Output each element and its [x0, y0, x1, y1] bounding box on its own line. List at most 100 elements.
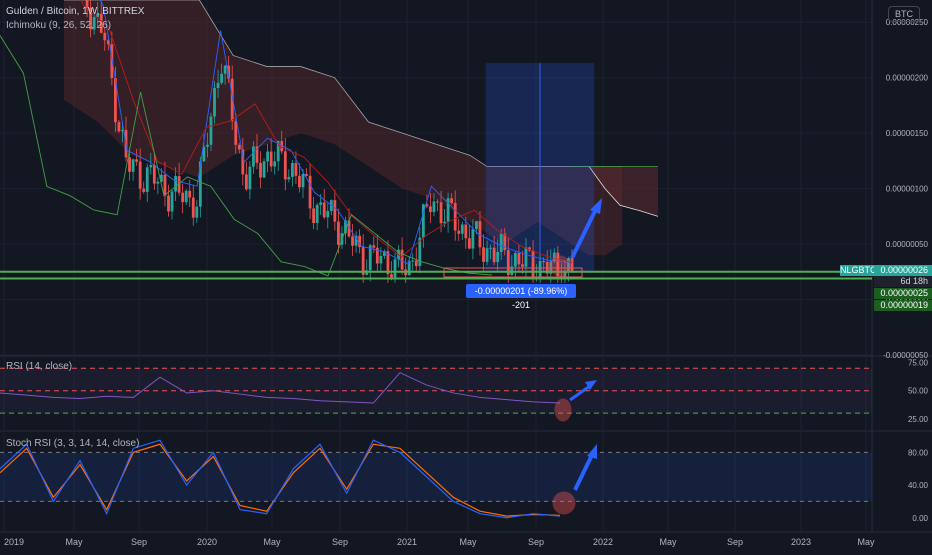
candle: [503, 227, 507, 256]
candle: [96, 2, 100, 28]
candle: [294, 151, 298, 184]
candle: [167, 184, 170, 217]
candle-body: [443, 221, 446, 224]
candle-body: [414, 260, 418, 267]
candle: [517, 244, 521, 271]
candle-body: [170, 191, 174, 212]
candle: [170, 190, 174, 220]
candle: [241, 138, 245, 186]
candle: [259, 151, 262, 189]
candle: [234, 112, 238, 154]
candle: [460, 221, 464, 241]
candle-body: [336, 221, 340, 245]
x-tick-label: 2022: [593, 537, 613, 547]
candle: [290, 160, 294, 187]
highlight-circle: [549, 255, 571, 277]
candle-body: [552, 252, 556, 262]
candle-body: [244, 174, 248, 190]
candle: [478, 211, 482, 256]
candle: [99, 1, 103, 34]
candle: [244, 161, 248, 192]
candle-body: [206, 144, 209, 147]
candle-body: [390, 274, 393, 278]
ticker-tag: NLGBTC: [840, 265, 877, 276]
candle-body: [386, 251, 390, 275]
ichimoku-legend[interactable]: Ichimoku (9, 26, 52, 26): [6, 20, 112, 31]
candle: [358, 229, 362, 254]
rsi-line: [0, 372, 561, 404]
candle-body: [351, 236, 354, 246]
candle: [255, 133, 259, 170]
candle-body: [467, 238, 471, 249]
candle-body: [393, 259, 397, 278]
candle: [429, 193, 432, 224]
candle: [135, 148, 139, 166]
candle: [467, 225, 471, 250]
candle: [262, 158, 266, 179]
candle: [436, 199, 439, 212]
candle: [439, 190, 443, 233]
candle: [421, 203, 425, 248]
candle-body: [99, 13, 103, 33]
candle-body: [531, 250, 535, 278]
candle-body: [241, 149, 245, 175]
candle-body: [152, 164, 156, 184]
candle-body: [145, 167, 149, 192]
candle-body: [198, 161, 202, 207]
candle-body: [563, 270, 567, 278]
candle: [283, 138, 287, 191]
candle: [149, 152, 153, 175]
rsi-legend[interactable]: RSI (14, close): [6, 361, 73, 372]
stoch-k-line: [0, 439, 561, 519]
ichimoku-tenkan: [99, 0, 573, 265]
candle: [174, 167, 177, 202]
candle-body: [273, 161, 277, 167]
y-tick-label: 0.00000100: [886, 185, 929, 194]
x-tick-label: Sep: [332, 537, 348, 547]
candle-body: [298, 175, 301, 188]
candle-body: [248, 166, 252, 190]
candle: [237, 142, 241, 154]
currency-button[interactable]: BTC: [888, 6, 920, 22]
candle-body: [234, 121, 238, 145]
candle: [181, 183, 185, 214]
candle-body: [262, 161, 266, 178]
candle-body: [188, 190, 192, 198]
candle: [383, 249, 386, 259]
x-tick-label: May: [459, 537, 477, 547]
candle: [485, 240, 489, 265]
stoch-arrow-head: [587, 444, 597, 459]
candle: [315, 202, 319, 231]
candle: [336, 208, 340, 254]
candle-body: [209, 116, 213, 145]
candle-body: [167, 195, 170, 212]
candle-body: [570, 258, 574, 272]
candle-body: [521, 264, 524, 267]
y-tick-label: 0.00000200: [886, 74, 929, 83]
measurement-label: -0.00000201 (-89.96%) -201: [466, 284, 576, 310]
y-tick-label: 0.00000250: [886, 18, 929, 27]
candle: [209, 112, 213, 151]
candle: [453, 190, 457, 241]
candle-body: [347, 220, 351, 237]
candle: [308, 162, 312, 219]
candle-body: [450, 198, 454, 204]
candle: [220, 63, 223, 85]
stoch-rsi-legend[interactable]: Stoch RSI (3, 3, 14, 14, close): [6, 438, 140, 449]
candle-body: [344, 220, 347, 234]
candle: [347, 208, 351, 239]
candle-body: [358, 235, 362, 248]
trend-arrow: [570, 206, 599, 259]
candle-body: [202, 146, 206, 162]
candle-body: [220, 73, 223, 83]
chart-legend-title: Gulden / Bitcoin, 1W, BITTREX: [6, 6, 145, 17]
candle: [464, 216, 468, 249]
candle-body: [556, 252, 560, 277]
candle-body: [259, 162, 262, 178]
candle-body: [489, 247, 492, 249]
candle-body: [475, 221, 478, 230]
candle: [103, 27, 107, 51]
